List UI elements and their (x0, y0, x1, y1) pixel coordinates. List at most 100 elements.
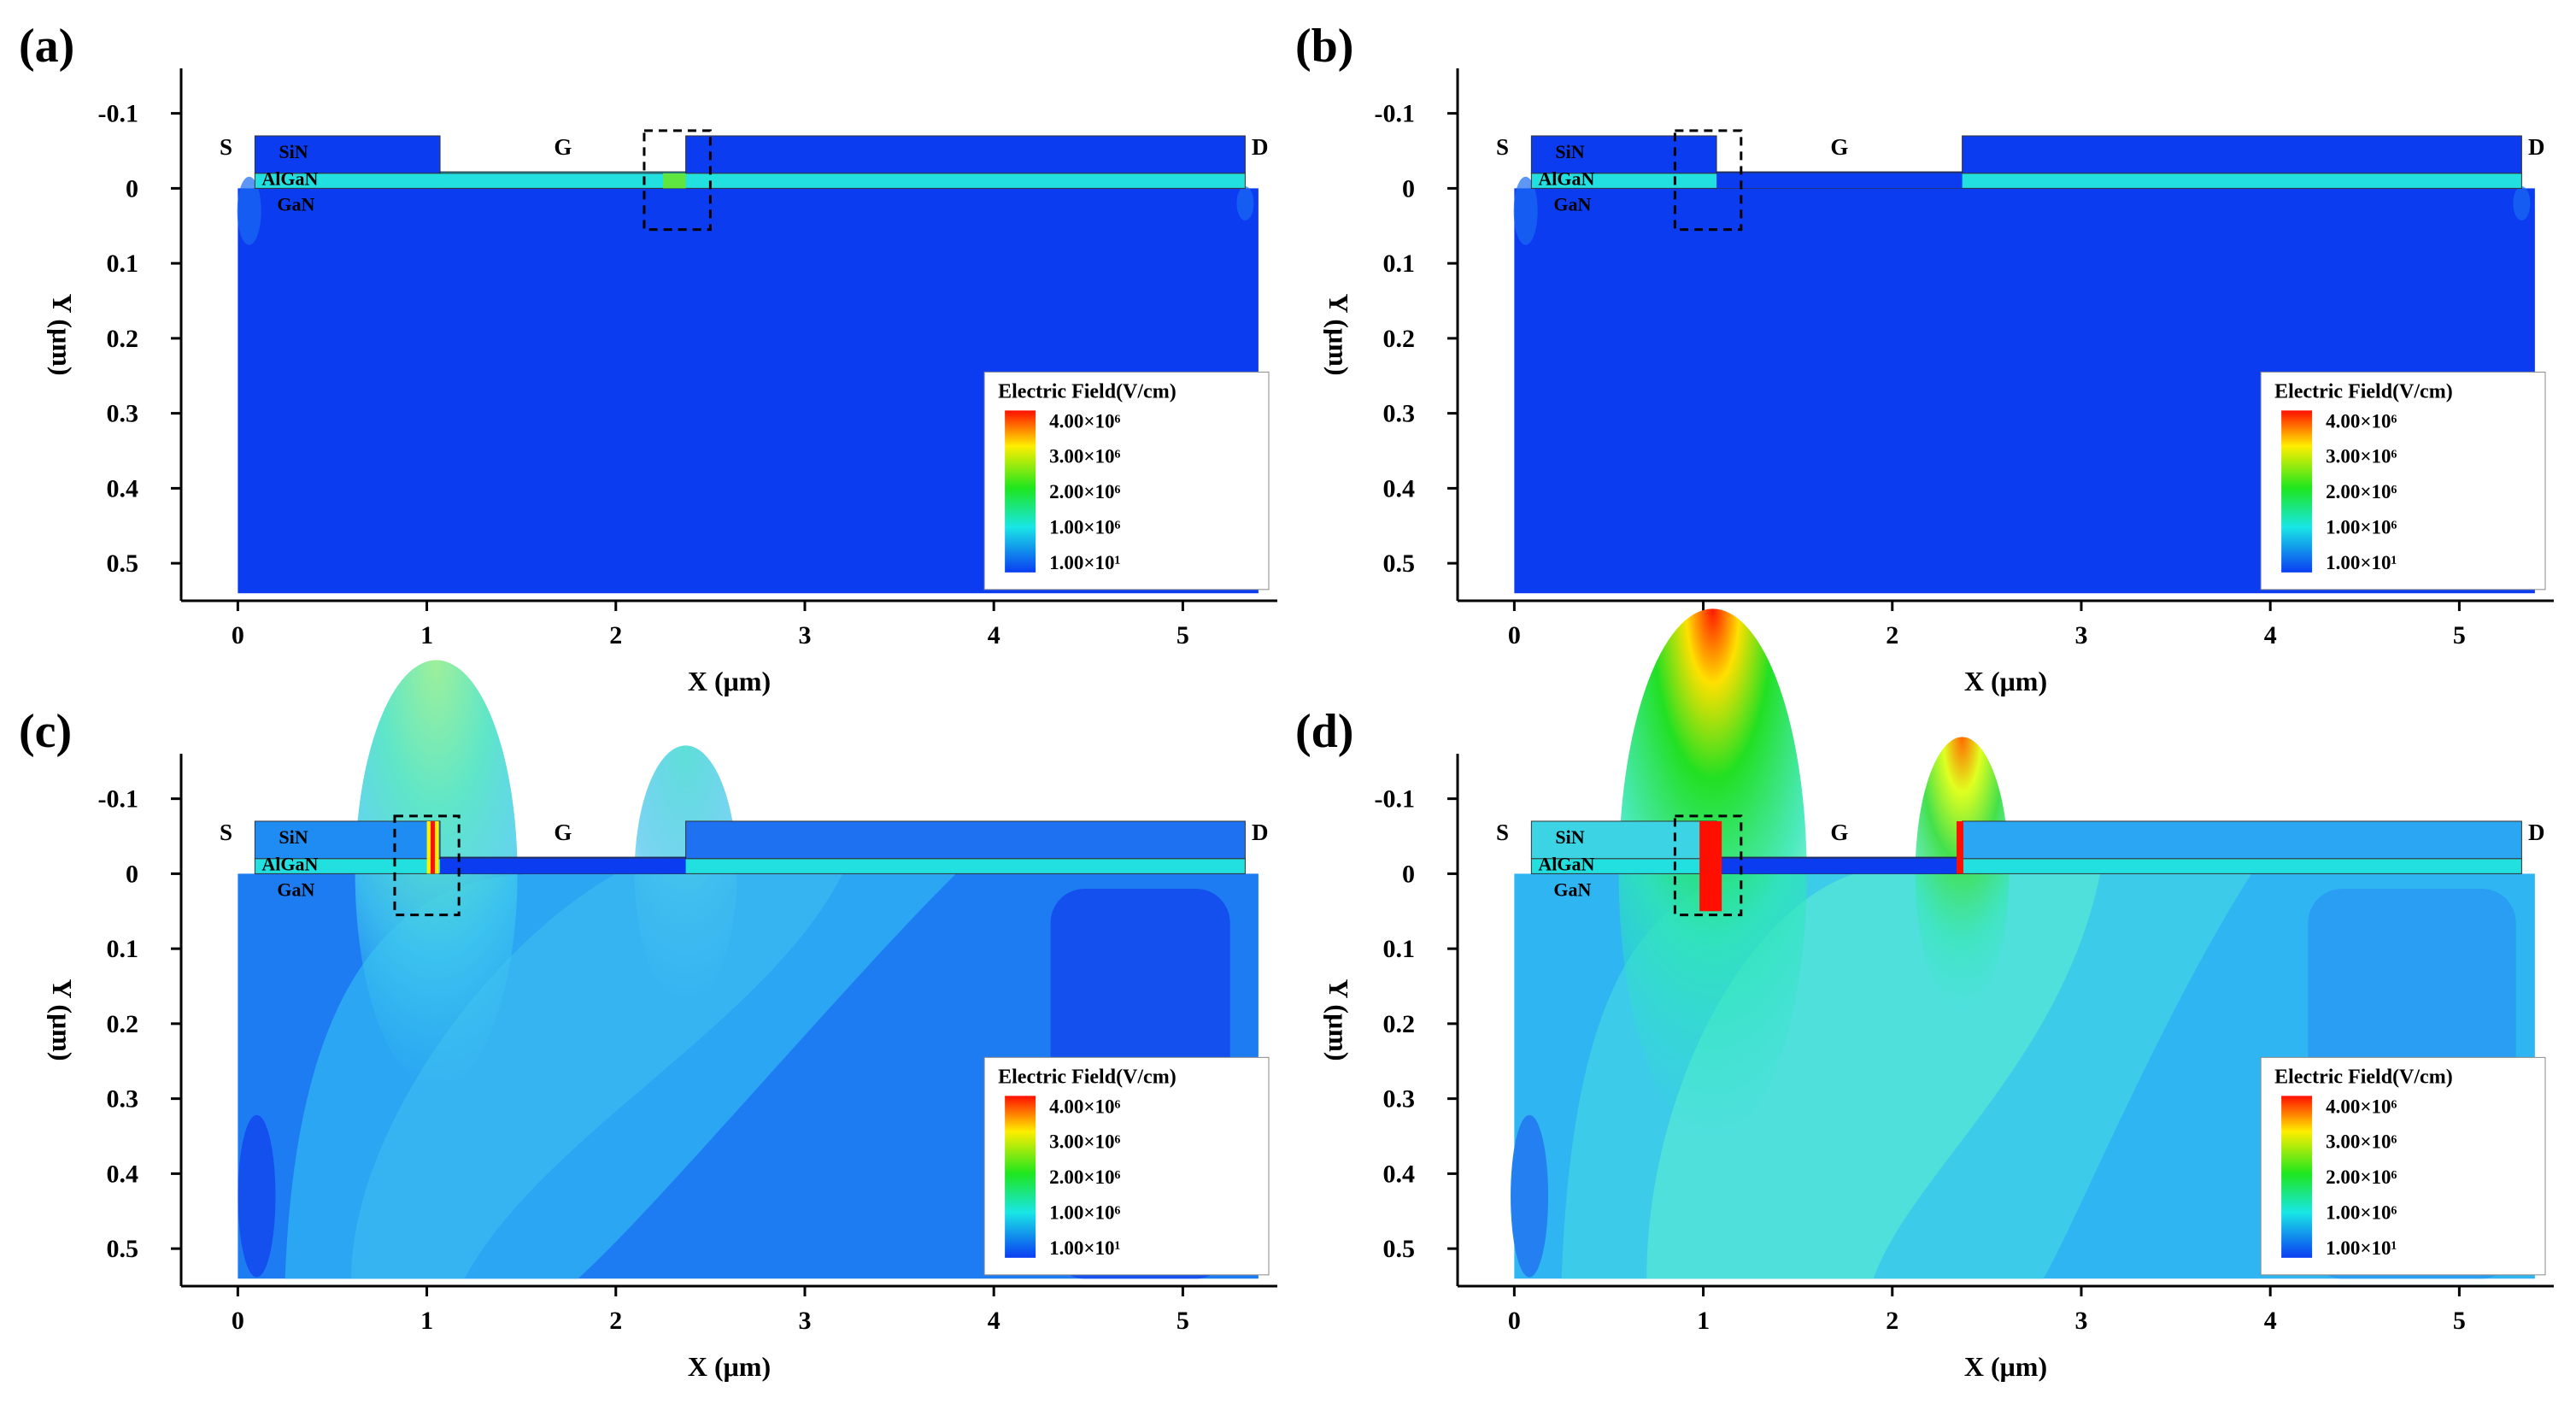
layer-label-sin: SiN (1555, 826, 1584, 848)
colorbar-tick-label: 1.00×10⁶ (1049, 1202, 1120, 1223)
x-tick-label: 2 (1886, 1307, 1898, 1335)
layer-label-gan: GaN (277, 878, 314, 900)
x-tick-label: 5 (2453, 1307, 2466, 1335)
field-contour (2513, 185, 2531, 220)
terminal-gate: G (554, 134, 572, 160)
panel-a: (a) SiN AlGaN GaN S G D 0 1 2 3 4 5 -0.1 0 0.1 0.2 0.3 0.4… (19, 20, 1277, 696)
y-axis-label: Y (μm) (47, 293, 78, 375)
x-tick-label: 4 (988, 621, 1000, 649)
colorbar-gradient (1005, 1096, 1036, 1258)
layer-label-gan: GaN (277, 193, 314, 214)
layer-label-algan: AlGaN (1538, 167, 1594, 189)
layer-label-algan: AlGaN (261, 167, 318, 189)
x-tick-label: 0 (1508, 621, 1521, 649)
x-tick-label: 2 (609, 1307, 622, 1335)
x-tick-label: 3 (2074, 621, 2087, 649)
panel-c: (c) SiN AlGaN GaN S G D 0 1 2 3 4 5 -0.1 0 0.1 0.2 0.3 0.4… (19, 660, 1277, 1382)
panel-d: (d) SiN AlGaN GaN S G D 0 1 2 3 4 5 -0.1 0 0.1 0.2 0.3 0.4… (1295, 608, 2554, 1382)
y-tick-label: 0 (126, 174, 138, 203)
x-tick-label: 4 (2264, 1307, 2277, 1335)
y-tick-label: 0 (1402, 174, 1415, 203)
colorbar-title: Electric Field(V/cm) (998, 1066, 1177, 1088)
y-tick-label: -0.1 (1375, 100, 1416, 128)
y-tick-label: 0.1 (107, 935, 139, 963)
algan-layer (1530, 173, 2522, 189)
colorbar-gradient (1005, 410, 1036, 573)
field-contour (1513, 176, 1538, 245)
panel-b: (b)SiNAlGaNGaNSGD012345-0.100.10.20.30.4… (1295, 20, 2554, 696)
sin-layer-source (254, 135, 441, 174)
x-tick-label: 2 (1886, 621, 1898, 649)
colorbar-tick-label: 3.00×10⁶ (2326, 1131, 2397, 1153)
terminal-source: S (1496, 820, 1509, 845)
algan-recess (1716, 858, 1963, 874)
colorbar-tick-label: 2.00×10⁶ (1049, 1166, 1120, 1188)
x-axis-label: X (μm) (1964, 666, 2047, 696)
colorbar-tick-label: 1.00×10¹ (1049, 552, 1120, 573)
terminal-drain: D (1252, 134, 1269, 160)
y-tick-label: 0.4 (107, 1160, 139, 1188)
panel-label: (a) (19, 20, 74, 73)
x-tick-label: 4 (988, 1307, 1000, 1335)
highlight-box (1673, 129, 1743, 232)
x-axis-label: X (μm) (1964, 1351, 2047, 1382)
terminal-gate: G (1830, 820, 1848, 845)
algan-layer (254, 173, 1246, 189)
y-tick-label: 0.1 (1383, 250, 1416, 278)
terminal-source: S (220, 820, 232, 845)
y-tick-label: 0.4 (107, 474, 139, 502)
algan-recess (440, 858, 686, 874)
highlight-box (393, 814, 461, 917)
colorbar-tick-label: 1.00×10¹ (2326, 552, 2397, 573)
x-tick-label: 4 (2264, 621, 2277, 649)
terminal-drain: D (2528, 134, 2545, 160)
x-tick-label: 3 (798, 1307, 811, 1335)
colorbar-tick-label: 2.00×10⁶ (2326, 481, 2397, 502)
terminal-gate: G (1830, 134, 1848, 160)
y-tick-label: 0.5 (1383, 549, 1416, 578)
field-contour (238, 1114, 276, 1278)
colorbar-gradient (2281, 1096, 2313, 1258)
field-hotspot (1699, 820, 1722, 912)
layer-label-sin: SiN (279, 141, 308, 162)
sin-layer-source (254, 820, 441, 860)
y-axis-label: Y (μm) (47, 978, 78, 1061)
colorbar-tick-label: 4.00×10⁶ (1049, 410, 1120, 432)
colorbar-tick-label: 1.00×10¹ (2326, 1237, 2397, 1259)
terminal-gate: G (554, 820, 572, 845)
y-tick-label: 0 (126, 860, 138, 888)
terminal-drain: D (2528, 820, 2545, 845)
y-tick-label: 0.2 (107, 325, 139, 353)
sin-layer-drain (685, 135, 1246, 174)
x-tick-label: 1 (1697, 1307, 1710, 1335)
field-contour (237, 176, 261, 245)
y-tick-label: 0.3 (107, 400, 139, 428)
y-tick-label: 0 (1402, 860, 1415, 888)
y-axis-label: Y (μm) (1323, 978, 1354, 1061)
layer-label-gan: GaN (1553, 193, 1591, 214)
colorbar-tick-label: 4.00×10⁶ (1049, 1096, 1120, 1117)
field-contour (1511, 1114, 1549, 1278)
terminal-source: S (1496, 134, 1509, 160)
y-axis-label: Y (μm) (1323, 293, 1354, 375)
x-tick-label: 5 (1177, 621, 1189, 649)
x-tick-label: 5 (2453, 621, 2466, 649)
colorbar-tick-label: 1.00×10⁶ (2326, 516, 2397, 538)
colorbar-tick-label: 4.00×10⁶ (2326, 1096, 2397, 1117)
y-tick-label: 0.1 (1383, 935, 1416, 963)
y-tick-label: 0.5 (107, 549, 139, 578)
y-tick-label: 0.4 (1383, 474, 1416, 502)
colorbar-title: Electric Field(V/cm) (2274, 380, 2453, 403)
panel-label: (c) (19, 705, 72, 758)
sin-layer-drain (1962, 135, 2522, 174)
colorbar-title: Electric Field(V/cm) (2274, 1066, 2453, 1088)
y-tick-label: 0.2 (1383, 1010, 1416, 1038)
algan-layer (1530, 858, 2522, 874)
sin-layer-source (1530, 820, 1717, 860)
x-tick-label: 3 (798, 621, 811, 649)
field-contour (1236, 185, 1254, 220)
field-hotspot (663, 173, 686, 189)
y-tick-label: -0.1 (98, 100, 139, 128)
layer-label-algan: AlGaN (1538, 853, 1594, 874)
